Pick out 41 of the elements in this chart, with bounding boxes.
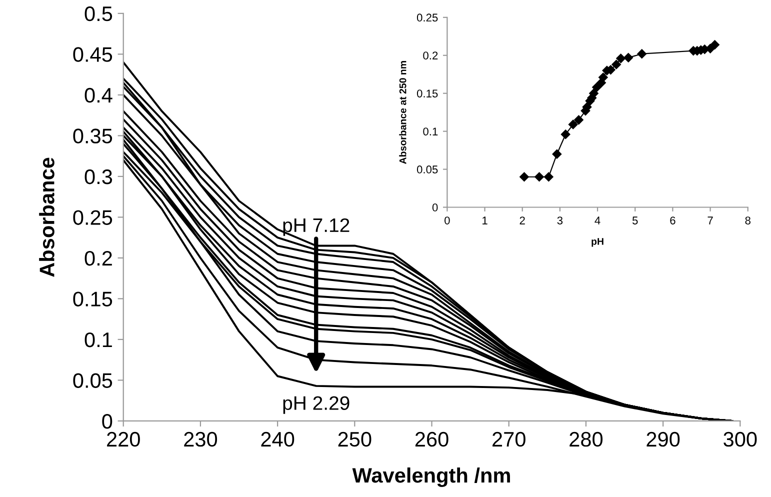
x-axis-title: Wavelength /nm: [352, 467, 510, 487]
y-axis-title: Absorbance: [39, 158, 54, 277]
x-tick-label: 220: [107, 432, 140, 447]
y-tick-label: 0.35: [73, 128, 112, 144]
x-tick-label: 0: [444, 216, 450, 224]
y-tick-label: 0.25: [73, 210, 112, 225]
annotation: pH 7.12: [283, 218, 350, 236]
x-tick-label: 7: [708, 216, 713, 224]
x-tick-label: 250: [338, 432, 372, 447]
y-tick-label: 0.2: [84, 250, 112, 266]
x-tick-label: 290: [646, 432, 680, 447]
annotation: pH 2.29: [283, 396, 350, 414]
y-tick-label: 0.15: [73, 292, 112, 306]
x-tick-label: 3: [557, 216, 563, 224]
x-tick-label: 6: [670, 216, 676, 224]
x-tick-label: 270: [492, 432, 526, 447]
x-tick-label: 2: [520, 216, 525, 224]
x-tick-label: 280: [570, 432, 603, 447]
y-tick-label: 0.25: [416, 14, 438, 22]
y-tick-label: 0.3: [84, 169, 112, 184]
y-axis-title: Absorbance at 250 nm: [399, 61, 406, 164]
x-tick-label: 4: [594, 216, 600, 224]
x-tick-label: 230: [184, 432, 218, 447]
y-tick-label: 0: [102, 414, 112, 429]
y-tick-label: 0.05: [73, 373, 112, 388]
y-tick-label: 0.45: [73, 47, 112, 62]
y-tick-label: 0.1: [84, 332, 112, 348]
y-tick-label: 0.2: [423, 52, 438, 60]
x-tick-label: 300: [724, 432, 757, 447]
x-tick-label: 240: [261, 432, 294, 447]
y-tick-label: 0.5: [84, 6, 112, 22]
y-tick-label: 0: [432, 204, 438, 212]
x-tick-label: 8: [745, 216, 750, 224]
y-tick-label: 0.1: [423, 128, 438, 136]
y-tick-label: 0.15: [416, 90, 438, 98]
x-tick-label: 5: [632, 216, 638, 224]
x-axis-title: pH: [592, 238, 604, 247]
y-tick-label: 0.05: [416, 166, 438, 174]
x-tick-label: 1: [482, 216, 488, 224]
x-tick-label: 260: [415, 432, 448, 447]
y-tick-label: 0.4: [84, 88, 112, 103]
